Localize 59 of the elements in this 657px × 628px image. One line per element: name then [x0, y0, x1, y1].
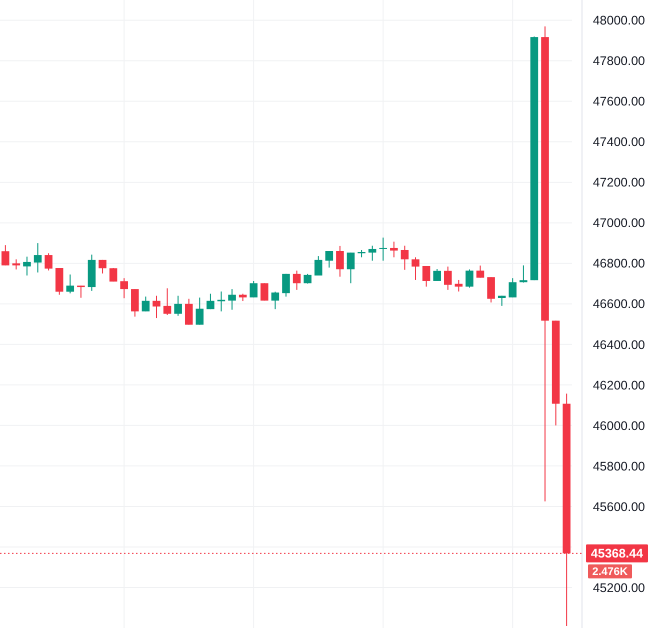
y-tick-label: 46400.00 [592, 338, 646, 352]
y-tick-label: 45600.00 [592, 500, 646, 514]
candlestick [196, 297, 204, 326]
candlestick [508, 278, 517, 298]
candlestick [260, 282, 268, 302]
candlestick [400, 245, 409, 270]
candlestick [120, 278, 128, 299]
candlestick [2, 244, 10, 266]
candlestick [131, 288, 139, 318]
y-tick-label: 47200.00 [592, 176, 646, 190]
candlestick [433, 268, 441, 282]
y-tick-label: 46200.00 [592, 378, 646, 392]
candlestick [12, 258, 20, 270]
candlestick [109, 268, 118, 282]
candlestick [390, 241, 398, 258]
candlestick [422, 265, 430, 288]
candlestick [444, 266, 452, 290]
candlestick [206, 293, 214, 310]
candlestick [314, 256, 322, 276]
candlestick [34, 242, 42, 273]
candlestick [23, 256, 31, 276]
candlestick [412, 256, 420, 280]
y-tick-label: 45200.00 [592, 580, 646, 595]
candlestick [292, 270, 301, 290]
candlestick [466, 268, 474, 288]
candlestick [44, 252, 52, 271]
candlestick [98, 259, 106, 274]
candlestick [282, 273, 290, 298]
candlestick [184, 298, 193, 326]
candlestick [487, 276, 495, 303]
y-tick-label: 47000.00 [592, 216, 646, 230]
candlestick [520, 264, 528, 284]
candlestick [336, 245, 344, 278]
candlestick [346, 252, 355, 284]
candlestick [325, 250, 334, 268]
candlestick [476, 265, 484, 278]
text: 2.476K [592, 566, 628, 578]
y-tick-label: 46000.00 [592, 418, 646, 433]
candlestick [142, 296, 150, 312]
candlestick [163, 288, 172, 316]
candlestick [77, 285, 85, 298]
ref-line-label: 45368.44 [590, 546, 644, 561]
candlestick [271, 291, 280, 310]
candlestick [152, 295, 160, 319]
candlestick [174, 295, 182, 316]
y-tick-label: 47400.00 [592, 135, 646, 150]
candlestick [66, 274, 74, 294]
candlestick [250, 280, 258, 298]
y-tick-label: 45800.00 [592, 459, 646, 474]
y-tick-label: 46600.00 [592, 297, 646, 312]
candlestick [379, 237, 388, 262]
y-tick-label: 47600.00 [592, 94, 646, 109]
y-tick-label: 48000.00 [592, 14, 646, 28]
candlestick [228, 288, 236, 310]
candlestick [304, 273, 312, 284]
y-tick-label: 47800.00 [592, 54, 646, 68]
candlestick [55, 268, 64, 296]
y-tick-label: 46800.00 [592, 256, 646, 271]
candlestick [368, 245, 376, 262]
